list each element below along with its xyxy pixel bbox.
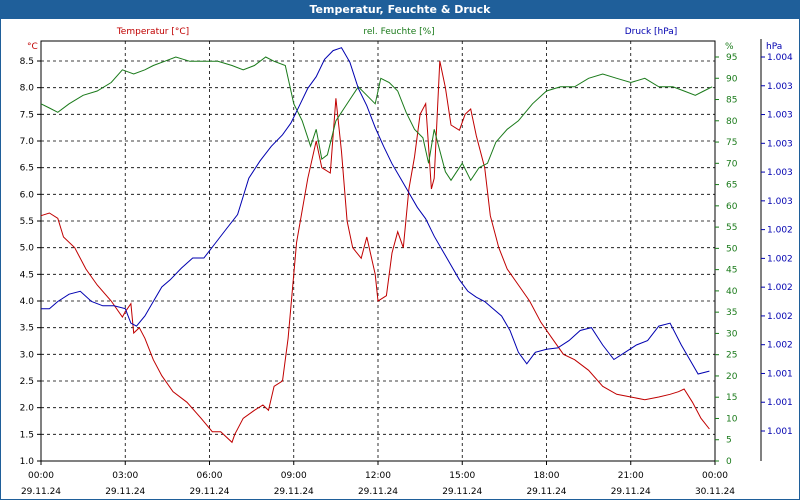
temp-unit-label: °C	[27, 42, 38, 52]
legend-temp: Temperatur [°C]	[116, 27, 189, 37]
hum-tick-label: 30	[726, 329, 738, 339]
hum-tick-label: 5	[726, 436, 732, 446]
x-tick-time: 18:00	[534, 471, 560, 481]
hum-tick-label: 0	[726, 457, 732, 467]
temp-tick-label: 6.5	[20, 164, 34, 174]
press-tick-label: 1.003	[767, 168, 793, 178]
hum-tick-label: 10	[726, 414, 738, 424]
press-tick-label: 1.002	[767, 254, 793, 264]
press-tick-label: 1.001	[767, 398, 793, 408]
hum-tick-label: 45	[726, 266, 737, 276]
x-tick-time: 21:00	[618, 471, 644, 481]
x-tick-time: 12:00	[365, 471, 391, 481]
press-tick-label: 1.004	[767, 53, 793, 63]
hum-tick-label: 65	[726, 181, 737, 191]
x-tick-date: 29.11.24	[358, 487, 398, 497]
temp-tick-label: 1.0	[20, 457, 35, 467]
hum-tick-label: 55	[726, 223, 737, 233]
x-tick-date: 29.11.24	[442, 487, 482, 497]
temp-tick-label: 3.0	[20, 350, 35, 360]
hum-tick-label: 90	[726, 74, 738, 84]
temp-tick-label: 7.5	[20, 110, 34, 120]
x-tick-date: 29.11.24	[105, 487, 145, 497]
legend-hum: rel. Feuchte [%]	[363, 27, 434, 37]
press-tick-label: 1.002	[767, 226, 793, 236]
temp-tick-label: 6.0	[20, 190, 35, 200]
x-tick-time: 00:00	[28, 471, 54, 481]
chart-title: Temperatur, Feuchte & Druck	[1, 1, 799, 19]
hum-tick-label: 95	[726, 53, 737, 63]
press-tick-label: 1.003	[767, 139, 793, 149]
temp-tick-label: 2.5	[20, 377, 34, 387]
x-tick-time: 00:00	[702, 471, 728, 481]
press-tick-label: 1.002	[767, 283, 793, 293]
x-tick-date: 29.11.24	[274, 487, 314, 497]
hum-tick-label: 70	[726, 159, 738, 169]
x-tick-date: 29.11.24	[21, 487, 61, 497]
temp-tick-label: 4.5	[20, 270, 34, 280]
hum-tick-label: 80	[726, 117, 738, 127]
hum-tick-label: 35	[726, 308, 737, 318]
hum-tick-label: 15	[726, 393, 737, 403]
humidity-line	[40, 56, 713, 182]
press-tick-label: 1.003	[767, 82, 793, 92]
x-tick-date: 29.11.24	[611, 487, 651, 497]
legend-press: Druck [hPa]	[625, 27, 678, 37]
temp-tick-label: 3.5	[20, 324, 34, 334]
x-tick-time: 09:00	[281, 471, 307, 481]
press-tick-label: 1.003	[767, 197, 793, 207]
x-tick-date: 29.11.24	[189, 487, 229, 497]
pressure-line	[41, 47, 710, 375]
hum-tick-label: 40	[726, 287, 738, 297]
temp-tick-label: 2.0	[20, 404, 35, 414]
hum-unit-label: %	[725, 42, 734, 52]
x-tick-time: 06:00	[197, 471, 223, 481]
hum-tick-label: 85	[726, 96, 737, 106]
press-tick-label: 1.001	[767, 369, 793, 379]
temp-tick-label: 1.5	[20, 430, 34, 440]
press-tick-label: 1.002	[767, 341, 793, 351]
temp-tick-label: 8.5	[20, 57, 34, 67]
press-unit-label: hPa	[766, 42, 782, 52]
press-tick-label: 1.001	[767, 427, 793, 437]
x-tick-time: 15:00	[449, 471, 475, 481]
press-tick-label: 1.003	[767, 111, 793, 121]
temp-tick-label: 7.0	[20, 137, 35, 147]
temp-tick-label: 8.0	[20, 84, 35, 94]
x-tick-time: 03:00	[112, 471, 138, 481]
hum-tick-label: 60	[726, 202, 738, 212]
x-tick-date: 29.11.24	[526, 487, 566, 497]
x-tick-date: 30.11.24	[695, 487, 735, 497]
hum-tick-label: 75	[726, 138, 737, 148]
press-tick-label: 1.002	[767, 312, 793, 322]
hum-tick-label: 50	[726, 244, 738, 254]
temperature-line	[40, 60, 710, 444]
temp-tick-label: 4.0	[20, 297, 35, 307]
temp-tick-label: 5.0	[20, 244, 35, 254]
hum-tick-label: 25	[726, 351, 737, 361]
hum-tick-label: 20	[726, 372, 738, 382]
temp-tick-label: 5.5	[20, 217, 34, 227]
